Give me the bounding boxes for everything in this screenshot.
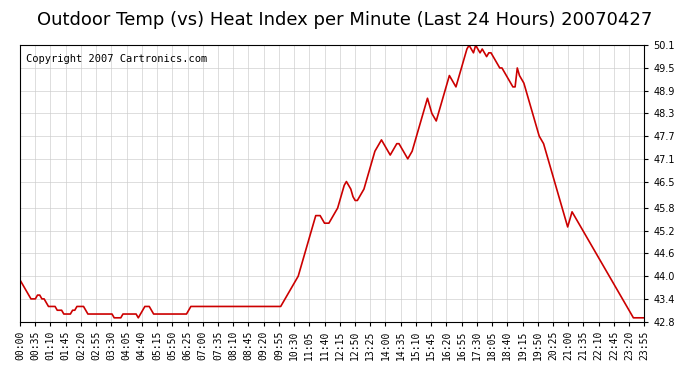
Text: Copyright 2007 Cartronics.com: Copyright 2007 Cartronics.com	[26, 54, 208, 63]
Text: Outdoor Temp (vs) Heat Index per Minute (Last 24 Hours) 20070427: Outdoor Temp (vs) Heat Index per Minute …	[37, 11, 653, 29]
